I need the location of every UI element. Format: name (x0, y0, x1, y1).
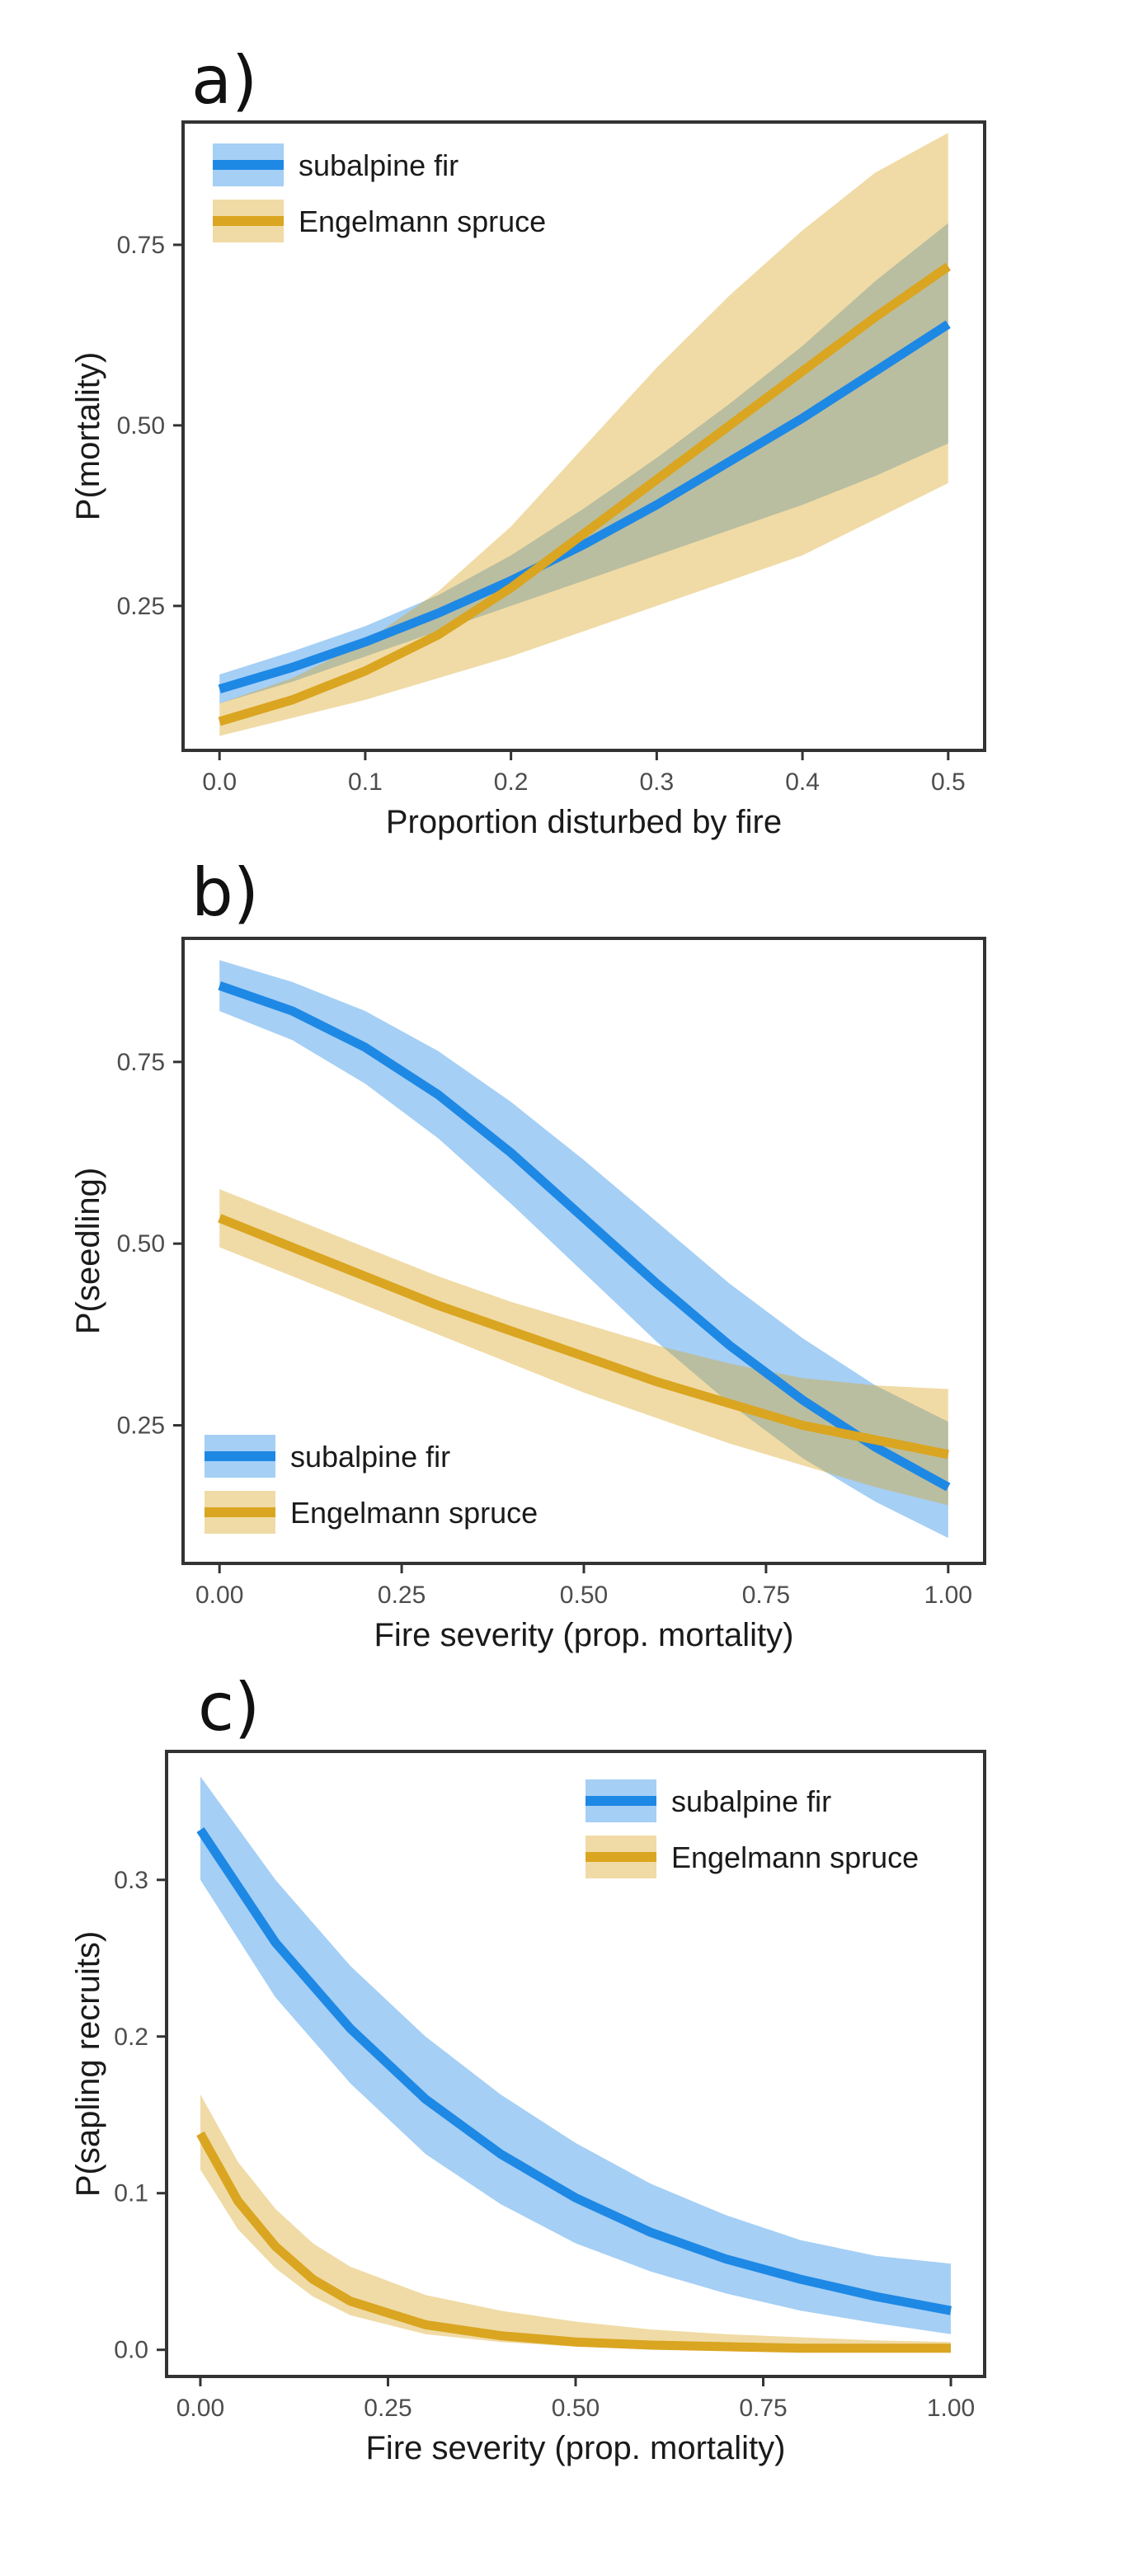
legend-label: subalpine fir (299, 148, 459, 182)
x-axis-title: Proportion disturbed by fire (386, 804, 782, 840)
x-tick-label: 0.75 (742, 1582, 790, 1609)
series-line-engelmann-spruce (218, 1214, 949, 1460)
x-axis-title: Fire severity (prop. mortality) (366, 2430, 786, 2466)
x-tick-label: 0.00 (176, 2395, 224, 2422)
legend: subalpine fir Engelmann spruce (205, 1435, 538, 1534)
confidence-band-engelmann-spruce (219, 1189, 948, 1506)
y-tick-label: 0.0 (114, 2337, 148, 2364)
panel-letter: b) (191, 854, 259, 931)
series-line-engelmann-spruce (196, 2131, 951, 2353)
x-tick-label: 0.00 (195, 1582, 243, 1609)
legend: subalpine fir Engelmann spruce (586, 1779, 919, 1878)
plot-area (218, 133, 951, 736)
x-tick-label: 0.4 (785, 769, 820, 796)
series-line-subalpine-fir (196, 1826, 952, 2315)
x-tick-label: 0.25 (364, 2395, 412, 2422)
legend: subalpine fir Engelmann spruce (213, 143, 546, 242)
confidence-band-subalpine-fir (219, 960, 948, 1539)
confidence-band-engelmann-spruce (200, 2094, 951, 2350)
panel-letter: a) (191, 42, 257, 119)
confidence-band-subalpine-fir (219, 223, 948, 704)
y-tick-label: 0.50 (117, 1230, 165, 1257)
x-tick-label: 0.1 (348, 769, 383, 796)
y-tick-label: 0.75 (117, 1049, 165, 1076)
y-tick-label: 0.1 (114, 2180, 148, 2207)
series-line-subalpine-fir (218, 320, 951, 693)
x-tick-label: 0.50 (552, 2395, 600, 2422)
x-tick-label: 0.25 (378, 1582, 426, 1609)
x-tick-label: 1.00 (924, 1582, 972, 1609)
series-line-subalpine-fir (218, 981, 951, 1492)
x-tick-label: 0.50 (560, 1582, 608, 1609)
x-tick-label: 0.75 (739, 2395, 787, 2422)
y-axis-title: P(mortality) (70, 352, 106, 520)
legend-label: Engelmann spruce (299, 204, 546, 238)
x-axis-title: Fire severity (prop. mortality) (374, 1617, 794, 1653)
legend-label: Engelmann spruce (671, 1840, 919, 1874)
chart-panel-3: c) 0.00 0.25 0.50 0.75 1.00 0.0 0.1 0.2 0.3 Fire s… (70, 1669, 986, 2466)
y-tick-label: 0.50 (117, 412, 165, 440)
y-axis-title: P(seedling) (70, 1168, 106, 1334)
x-tick-label: 1.00 (927, 2395, 975, 2422)
chart-panel-1: a) 0.0 0.1 0.2 0.3 0.4 0.5 0.25 0.50 0.75 Proporti… (70, 42, 986, 840)
confidence-band-engelmann-spruce (219, 133, 948, 736)
y-tick-label: 0.75 (117, 232, 165, 259)
y-axis-title: P(sapling recruits) (70, 1931, 106, 2197)
x-tick-label: 0.0 (202, 769, 237, 796)
legend-label: subalpine fir (290, 1440, 450, 1474)
panel-letter: c) (198, 1669, 260, 1746)
y-tick-label: 0.2 (114, 2024, 148, 2051)
series-line-engelmann-spruce (218, 262, 951, 726)
legend-label: subalpine fir (671, 1784, 831, 1818)
plot-frame (181, 120, 986, 752)
y-tick-label: 0.25 (117, 593, 165, 620)
x-tick-label: 0.3 (640, 769, 675, 796)
x-tick-label: 0.5 (931, 769, 966, 796)
legend-label: Engelmann spruce (290, 1496, 538, 1530)
plot-area (196, 1776, 952, 2353)
y-tick-label: 0.3 (114, 1867, 148, 1894)
x-tick-label: 0.2 (494, 769, 529, 796)
chart-panel-2: b) 0.00 0.25 0.50 0.75 1.00 0.25 0.50 0.75 Fire s… (70, 854, 986, 1653)
confidence-band-subalpine-fir (200, 1776, 951, 2334)
y-tick-label: 0.25 (117, 1413, 165, 1440)
plot-area (218, 960, 951, 1539)
